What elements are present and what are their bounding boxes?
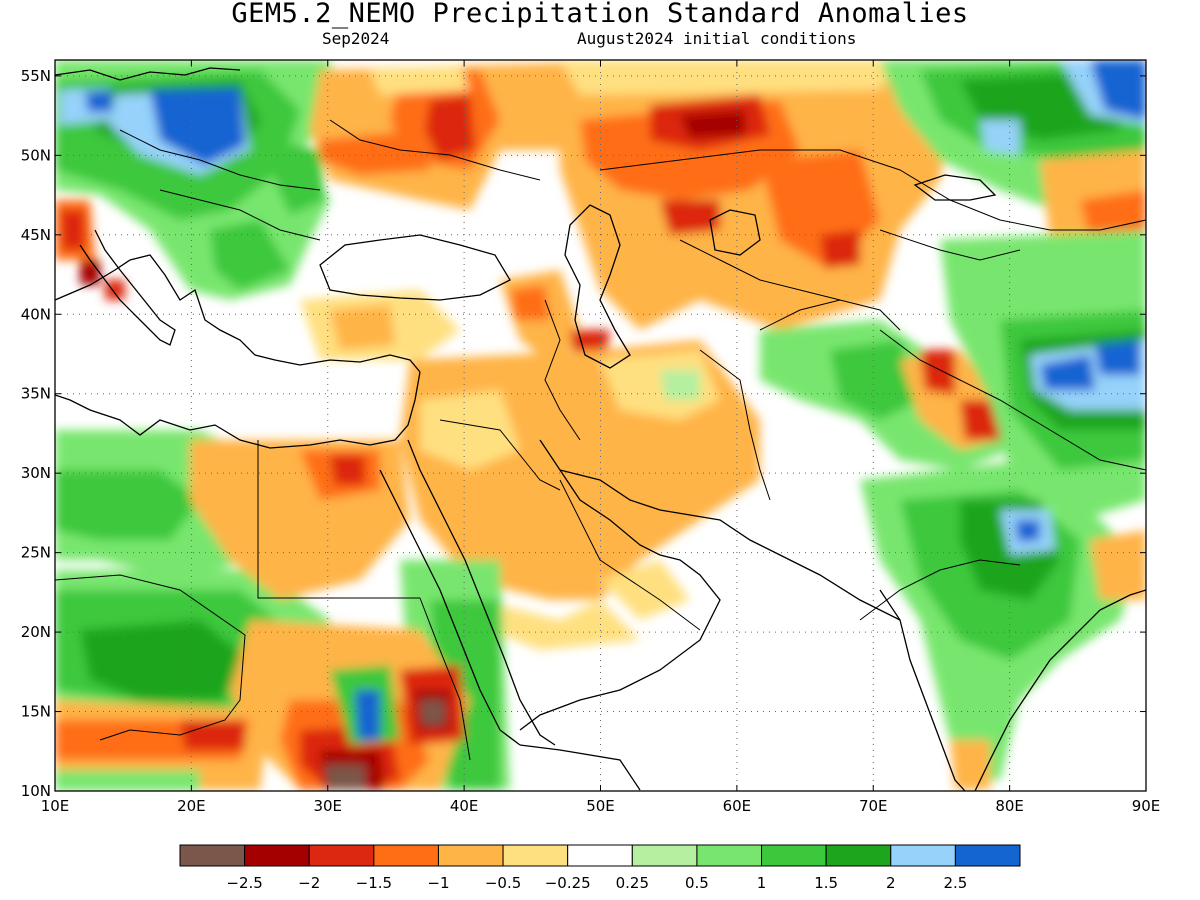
coastlines-and-borders [55,67,1146,791]
border-central-asia [679,239,841,301]
colorbar-label: −1.5 [356,874,392,892]
border-himalaya [879,329,1146,471]
lon-tick-label: 30E [313,797,342,815]
lon-tick-label: 80E [995,797,1024,815]
lake-balkhash [913,174,997,201]
lon-tick-label: 40E [450,797,479,815]
border-india-internal [859,559,1021,621]
colorbar-swatch [567,844,633,867]
italy-coast [79,229,176,346]
valid-month-label: Sep2024 [322,29,390,48]
border-europe-2 [159,189,321,241]
colorbar-swatch [437,844,504,867]
red-sea-east [407,439,556,746]
lat-tick-label: 30N [21,464,51,482]
lat-tick-label: 25N [21,544,51,562]
colorbar-swatch [696,844,763,867]
colorbar-swatch [631,844,698,867]
border-sudan-ethiopia [419,597,471,761]
colorbar-label: −2.5 [226,874,262,892]
india-west-coast [879,589,966,791]
caspian-sea [564,204,631,369]
border-ukraine-russia [329,119,541,181]
colorbar-swatch [373,844,439,867]
colorbar-label: −0.5 [485,874,521,892]
north-africa-coast [55,371,421,449]
lon-tick-label: 60E [723,797,752,815]
colorbar-label: −1 [427,874,449,892]
colorbar-legend: −2.5 −2 −1.5 −1 −0.5 −0.25 0.25 0.5 1 1.5 2 2.5 [179,844,1021,892]
lat-tick-label: 55N [21,67,51,85]
lon-tick-label: 50E [586,797,615,815]
arabia-coast [519,439,721,731]
baltic-coast [55,67,241,81]
red-sea-west [379,469,521,746]
border-iran-iraq [544,299,581,441]
border-iran-afghan [699,349,771,501]
lat-tick-label: 50N [21,146,51,164]
aral-sea [709,209,761,256]
lat-tick-label: 35N [21,385,51,403]
colorbar-label: −0.25 [545,874,591,892]
border-saudi-oman [559,479,701,631]
colorbar-swatch [890,844,956,867]
colorbar-swatch [244,844,310,867]
colorbar-swatch [502,844,569,867]
colorbar-label: 0.5 [685,874,709,892]
lat-tick-label: 20N [21,623,51,641]
lon-tick-label: 10E [41,797,70,815]
colorbar-label: 0.25 [616,874,649,892]
border-kyrgyz [879,229,1021,261]
lat-tick-label: 15N [21,703,51,721]
colorbar-label: −2 [298,874,320,892]
lon-tick-label: 70E [859,797,888,815]
colorbar-swatch [308,844,375,867]
iran-coast [559,469,901,621]
colorbar-label: 1.5 [814,874,838,892]
mediterranean-north-coast [55,254,421,373]
country-borders [55,119,1146,761]
lat-tick-label: 40N [21,305,51,323]
colorbar-label: 1 [757,874,767,892]
map-title: GEM5.2_NEMO Precipitation Standard Anoma… [231,0,969,29]
border-europe-1 [119,129,321,191]
lat-tick-label: 45N [21,226,51,244]
black-sea [319,234,511,301]
border-iraq-saudi [439,419,561,491]
lat-tick-label: 10N [21,782,51,800]
colorbar-label: 2 [886,874,896,892]
gulf-of-aden [519,744,641,791]
colorbar-swatch [179,844,246,867]
india-east-coast [974,589,1146,791]
lon-tick-label: 90E [1132,797,1161,815]
initial-conditions-label: August2024 initial conditions [577,29,857,48]
colorbar-swatch [825,844,892,867]
colorbar-swatch [761,844,827,867]
axis-ticks: 10E 20E 30E 40E 50E 60E 70E 80E 90E 10N 15N 20N 25N 3… [21,60,1161,815]
border-chad-niger [55,574,246,741]
border-libya-egypt-sudan [257,440,420,599]
colorbar-swatch [954,844,1021,867]
border-kazakhstan-russia [599,149,1146,231]
colorbar-label: 2.5 [943,874,967,892]
lon-tick-label: 20E [177,797,206,815]
